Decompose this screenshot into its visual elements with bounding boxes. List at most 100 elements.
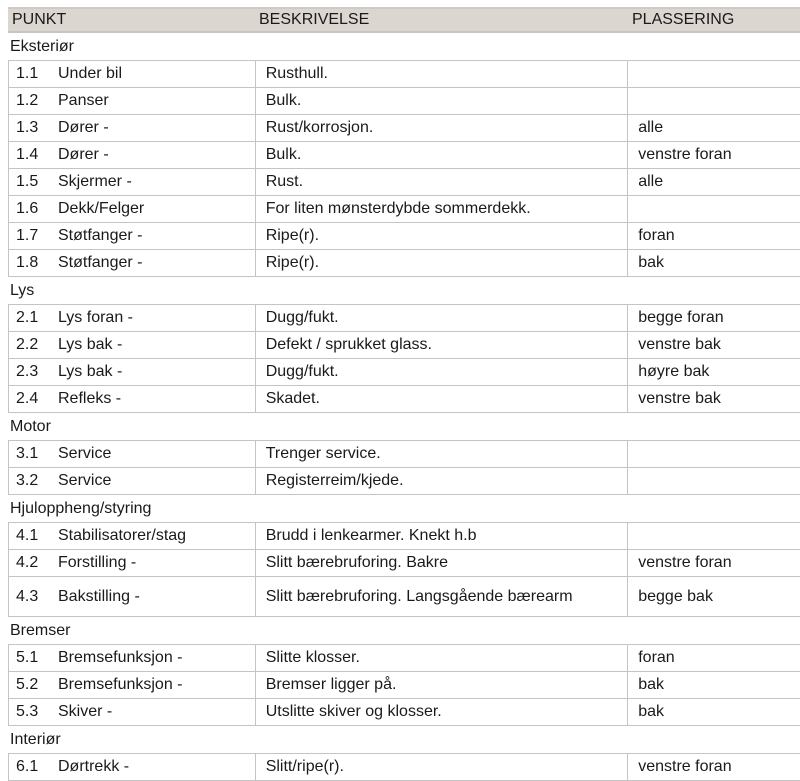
item-number: 2.3 [16,363,39,380]
item-number: 3.1 [16,445,39,462]
beskrivelse-cell: Registerreim/kjede. [256,468,629,494]
table-row: 2.4 Refleks - Skadet. venstre bak [9,386,800,413]
table-row: 1.2 Panser Bulk. [9,88,800,115]
item-name: Panser [58,92,109,109]
item-name: Dører - [58,119,109,136]
section-table: 4.1 Stabilisatorer/stag Brudd i lenkearmer… [8,522,800,617]
inspection-report: PUNKT BESKRIVELSE PLASSERING Eksteriør 1.… [8,7,800,781]
section-title: Interiør [10,731,61,748]
item-number: 4.3 [16,587,39,605]
table-row: 1.1 Under bil Rusthull. [9,61,800,88]
item-number: 1.2 [16,92,39,109]
section-title: Motor [10,418,51,435]
header-plassering: PLASSERING [632,11,735,28]
section-table: 2.1 Lys foran - Dugg/fukt. begge foran 2.2 Ly… [8,304,800,413]
table-row: 4.3 Bakstilling - Slitt bærebruforing. Lan… [9,577,800,617]
table-row: 2.2 Lys bak - Defekt / sprukket glass. vens… [9,332,800,359]
item-name: Skiver - [58,703,113,720]
beskrivelse-cell: For liten mønsterdybde sommerdekk. [256,196,629,222]
beskrivelse-cell: Dugg/fukt. [256,305,629,331]
item-number: 1.5 [16,173,39,190]
punkt-cell: 5.2 Bremsefunksjon - [9,672,256,698]
punkt-cell: 1.8 Støtfanger - [9,250,256,276]
punkt-cell: 1.3 Dører - [9,115,256,141]
plassering-cell: alle [638,119,664,136]
punkt-cell: 1.5 Skjermer - [9,169,256,195]
table-row: 5.3 Skiver - Utslitte skiver og klosser. ba… [9,699,800,726]
punkt-cell: 2.4 Refleks - [9,386,256,412]
item-name: Støtfanger - [58,254,143,271]
plassering-cell: bak [638,676,665,693]
punkt-cell: 1.6 Dekk/Felger [9,196,256,222]
punkt-cell: 2.3 Lys bak - [9,359,256,385]
item-number: 6.1 [16,758,39,775]
item-name: Refleks - [58,390,122,407]
table-row: 1.8 Støtfanger - Ripe(r). bak [9,250,800,277]
plassering-cell: venstre foran [638,554,732,571]
plassering-cell: begge bak [638,587,713,605]
item-name: Dekk/Felger [58,200,145,217]
header-beskrivelse: BESKRIVELSE [259,11,370,28]
table-row: 4.1 Stabilisatorer/stag Brudd i lenkearmer… [9,523,800,550]
item-number: 4.2 [16,554,39,571]
item-name: Skjermer - [58,173,132,190]
plassering-cell [628,468,800,494]
punkt-cell: 1.2 Panser [9,88,256,114]
punkt-cell: 2.2 Lys bak - [9,332,256,358]
table-row: 3.1 Service Trenger service. [9,441,800,468]
item-number: 5.3 [16,703,39,720]
section-title: Bremser [10,622,71,639]
header-punkt: PUNKT [12,11,67,28]
table-row: 1.6 Dekk/Felger For liten mønsterdybde som… [9,196,800,223]
item-name: Bremsefunksjon - [58,676,183,693]
item-name: Dører - [58,146,109,163]
plassering-cell: foran [638,227,675,244]
beskrivelse-cell: Slitt/ripe(r). [256,754,629,780]
item-name: Service [58,472,112,489]
item-name: Dørtrekk - [58,758,130,775]
punkt-cell: 4.2 Forstilling - [9,550,256,576]
item-number: 4.1 [16,527,39,544]
item-number: 2.2 [16,336,39,353]
table-body: Eksteriør 1.1 Under bil Rusthull. 1.2 Panser B… [8,33,800,781]
beskrivelse-cell: Dugg/fukt. [256,359,629,385]
plassering-cell [628,196,800,222]
item-number: 5.2 [16,676,39,693]
punkt-cell: 1.1 Under bil [9,61,256,87]
item-name: Støtfanger - [58,227,143,244]
beskrivelse-cell: Ripe(r). [256,223,629,249]
section-table: 5.1 Bremsefunksjon - Slitte klosser. foran 5… [8,644,800,726]
plassering-cell: bak [638,703,665,720]
table-row: 5.2 Bremsefunksjon - Bremser ligger på. bak [9,672,800,699]
item-name: Under bil [58,65,123,82]
punkt-cell: 2.1 Lys foran - [9,305,256,331]
punkt-cell: 5.3 Skiver - [9,699,256,725]
table-row: 5.1 Bremsefunksjon - Slitte klosser. foran [9,645,800,672]
beskrivelse-cell: Rust. [256,169,629,195]
plassering-cell: venstre bak [638,390,721,407]
plassering-cell [628,523,800,549]
section-table: 6.1 Dørtrekk - Slitt/ripe(r). venstre foran [8,753,800,781]
beskrivelse-cell: Utslitte skiver og klosser. [256,699,629,725]
item-name: Stabilisatorer/stag [58,527,187,544]
beskrivelse-cell: Slitte klosser. [256,645,629,671]
item-number: 1.1 [16,65,39,82]
beskrivelse-cell: Rusthull. [256,61,629,87]
item-number: 1.6 [16,200,39,217]
plassering-cell: venstre bak [638,336,721,353]
beskrivelse-cell: Brudd i lenkearmer. Knekt h.b [256,523,629,549]
item-name: Bremsefunksjon - [58,649,183,666]
section-table: 1.1 Under bil Rusthull. 1.2 Panser Bulk. 1.3 Dø… [8,60,800,277]
beskrivelse-cell: Bulk. [256,142,629,168]
item-number: 1.3 [16,119,39,136]
beskrivelse-cell: Defekt / sprukket glass. [256,332,629,358]
table-row: 6.1 Dørtrekk - Slitt/ripe(r). venstre foran [9,754,800,781]
item-number: 1.7 [16,227,39,244]
plassering-cell: høyre bak [638,363,710,380]
beskrivelse-cell: Slitt bærebruforing. Bakre [256,550,629,576]
plassering-cell: alle [638,173,664,190]
table-header: PUNKT BESKRIVELSE PLASSERING [8,7,800,33]
item-number: 1.8 [16,254,39,271]
item-number: 5.1 [16,649,39,666]
item-name: Lys bak - [58,336,123,353]
